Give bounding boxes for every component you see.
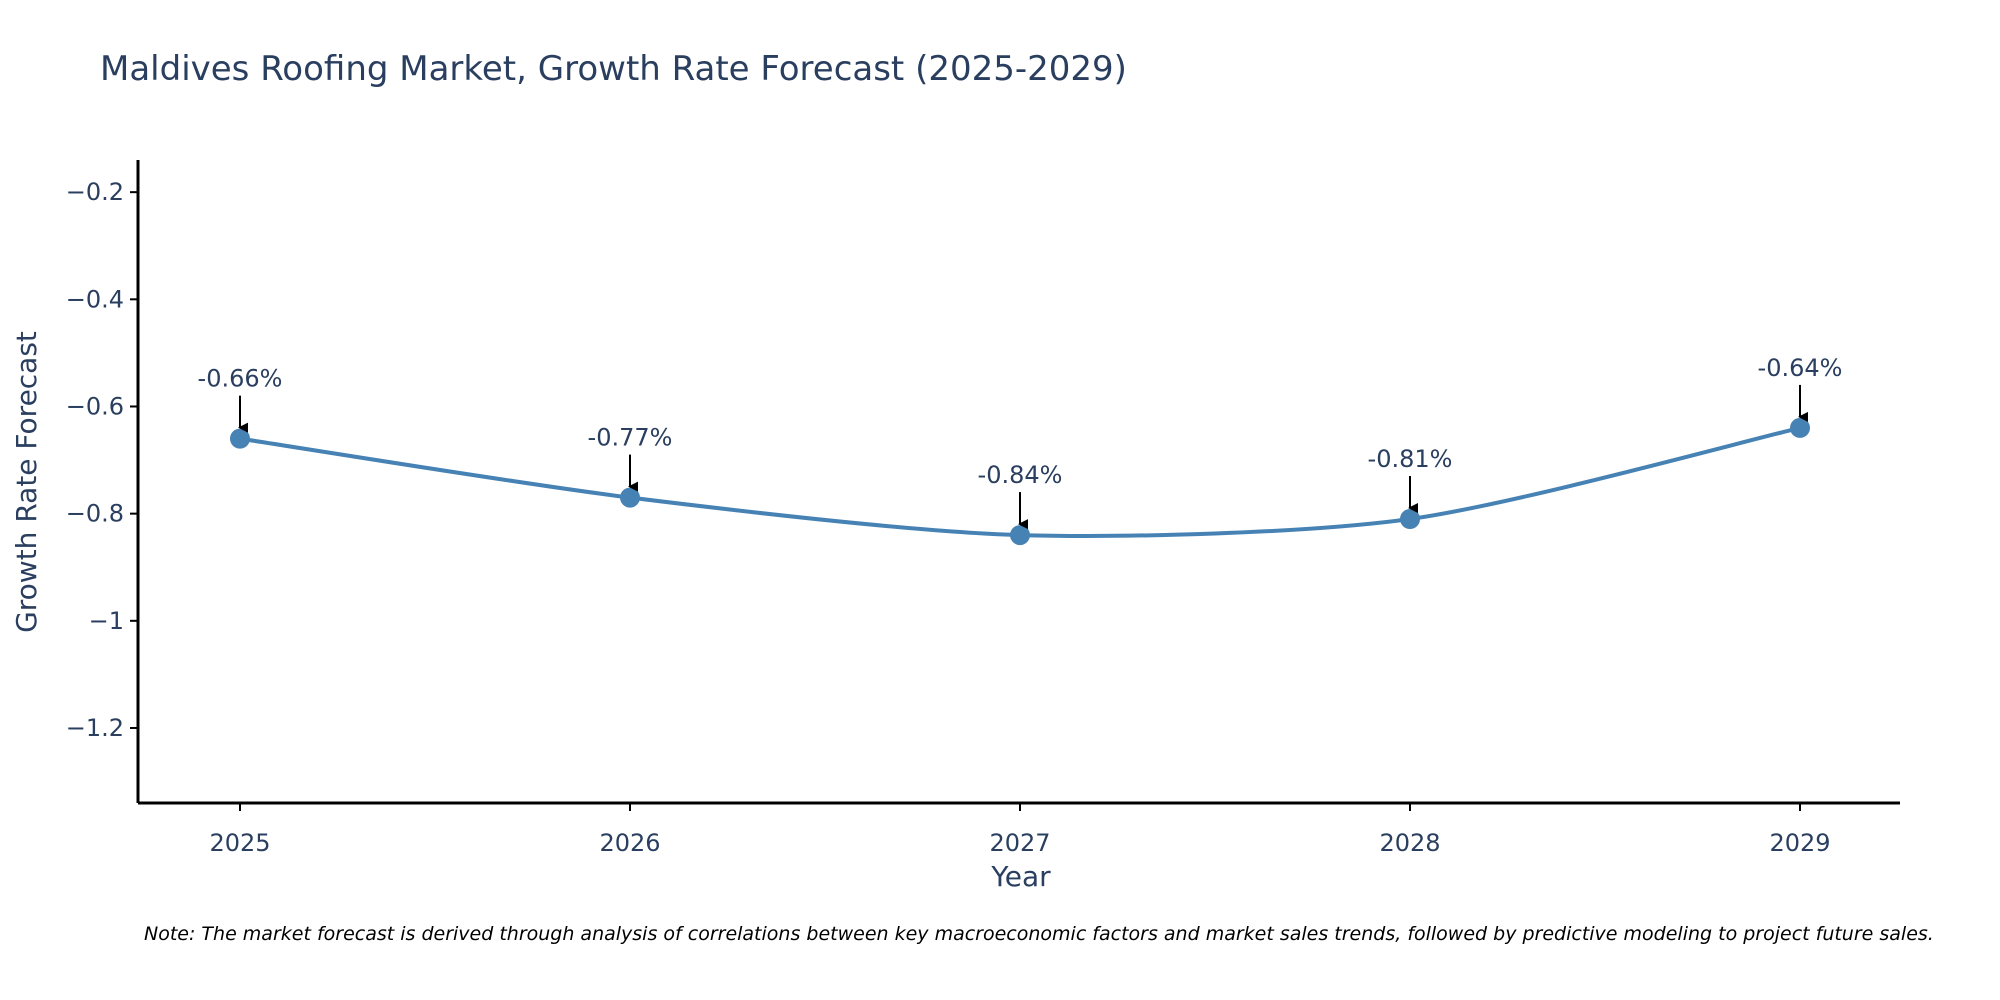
data-point <box>230 428 250 449</box>
data-point <box>1010 525 1030 546</box>
y-tick-label: −0.2 <box>66 178 124 206</box>
x-tick-label: 2025 <box>209 829 270 857</box>
data-label: -0.66% <box>198 365 283 393</box>
x-tick-label: 2028 <box>1379 829 1440 857</box>
y-tick-label: −1.2 <box>66 714 124 742</box>
y-tick-label: −0.4 <box>66 285 124 313</box>
data-label: -0.81% <box>1368 445 1453 473</box>
y-tick-label: −1 <box>89 607 124 635</box>
y-tick-label: −0.8 <box>66 500 124 528</box>
x-tick-label: 2026 <box>599 829 660 857</box>
plot-area: −0.2 −0.4 −0.6 −0.8 −1 −1.2 2025 2026 2027 2028 20… <box>66 160 1900 857</box>
x-tick-label: 2029 <box>1769 829 1830 857</box>
footnote: Note: The market forecast is derived thr… <box>144 923 1934 945</box>
data-point <box>1400 509 1420 530</box>
data-label: -0.64% <box>1758 354 1843 382</box>
x-tick-label: 2027 <box>989 829 1050 857</box>
x-axis-title: Year <box>990 860 1051 893</box>
y-axis-title: Growth Rate Forecast <box>10 331 43 633</box>
data-point <box>620 487 640 508</box>
chart-title: Maldives Roofing Market, Growth Rate For… <box>100 49 1127 89</box>
data-label: -0.84% <box>978 461 1063 489</box>
data-point <box>1790 417 1810 438</box>
data-label: -0.77% <box>588 424 673 452</box>
y-tick-label: −0.6 <box>66 392 124 420</box>
